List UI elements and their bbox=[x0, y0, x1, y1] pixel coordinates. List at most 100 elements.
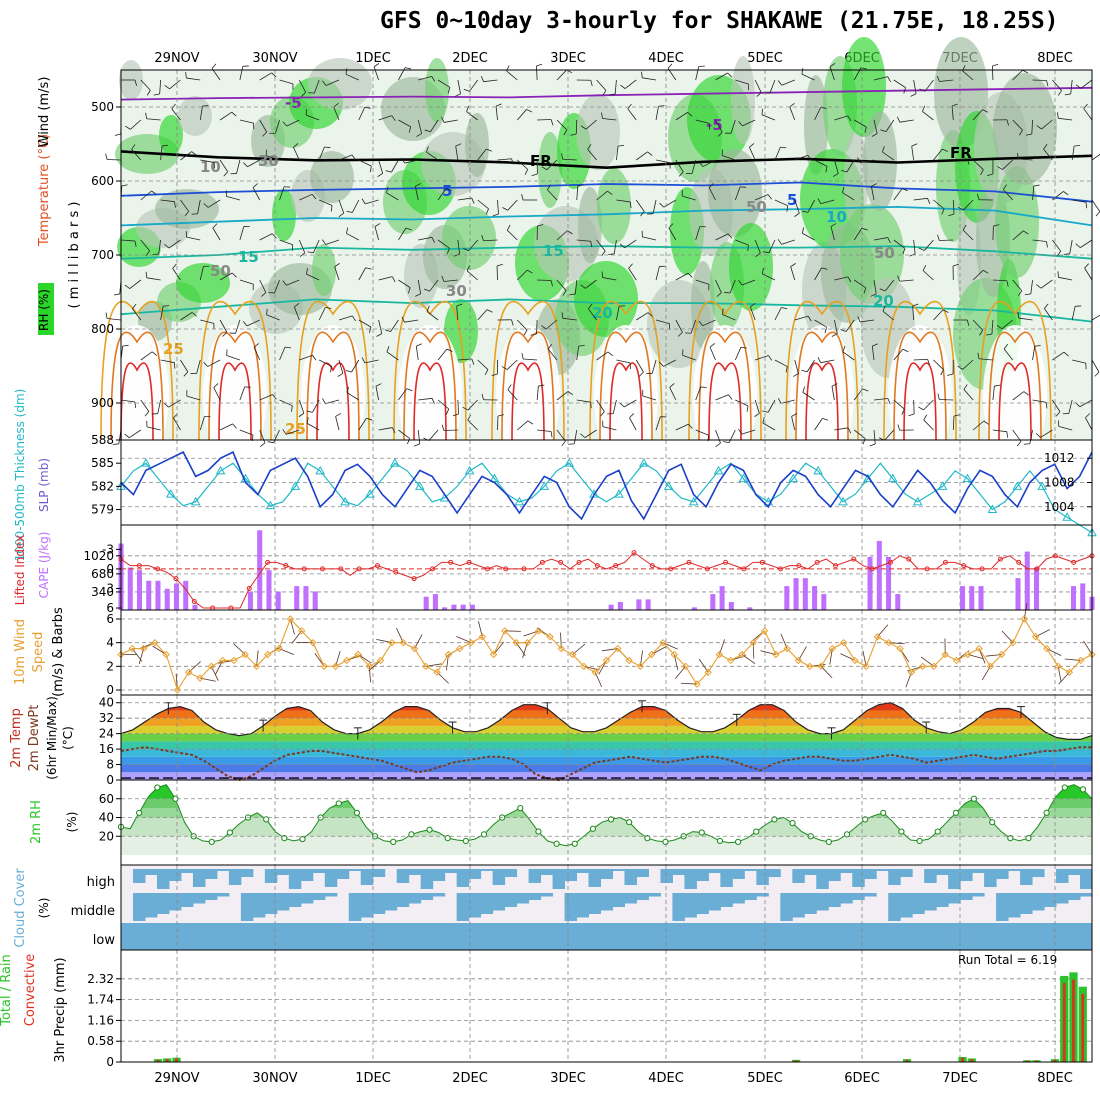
wind-barb bbox=[386, 346, 390, 353]
wind-barb bbox=[821, 267, 828, 270]
rh2m-marker bbox=[934, 828, 941, 835]
cloud-middle-bar bbox=[972, 893, 985, 897]
wind-barb bbox=[415, 346, 419, 361]
wind-barb bbox=[441, 116, 445, 123]
cloud-high-bar bbox=[792, 869, 805, 883]
wind-barb bbox=[825, 166, 828, 173]
date-label-bottom: 1DEC bbox=[355, 1071, 391, 1086]
cloud-high-bar bbox=[1020, 869, 1033, 885]
wind-barb bbox=[675, 112, 688, 121]
wind-barb bbox=[562, 158, 577, 161]
cloud-middle-bar bbox=[756, 893, 769, 897]
wind-barb bbox=[832, 173, 839, 177]
cape-bar bbox=[886, 556, 892, 610]
cloud-low-bar bbox=[528, 923, 542, 950]
wind-barb bbox=[180, 151, 192, 161]
wind-barb bbox=[655, 416, 661, 431]
minmax-axis-label: (6hr Min/Max) bbox=[45, 696, 59, 780]
wind-barb bbox=[584, 429, 597, 438]
contour-label: 30 bbox=[258, 152, 279, 170]
temp-band bbox=[121, 725, 1092, 734]
wind-barb bbox=[747, 244, 749, 252]
rh2m-marker bbox=[226, 829, 233, 836]
cloud-middle-bar bbox=[576, 893, 590, 918]
wind-barb bbox=[754, 239, 761, 254]
wind-barb bbox=[568, 443, 575, 445]
wind-barb bbox=[1057, 90, 1062, 96]
wind-barb bbox=[306, 268, 308, 275]
wind-speed-marker bbox=[704, 668, 712, 676]
wind-barb bbox=[239, 429, 254, 436]
wind-barb bbox=[793, 373, 799, 377]
cape-bar bbox=[719, 586, 725, 610]
wind-barb bbox=[695, 279, 710, 285]
wind-barb bbox=[831, 383, 838, 387]
date-label-bottom: 8DEC bbox=[1037, 1071, 1073, 1086]
cloud-high-bar bbox=[636, 869, 649, 877]
wind-barb bbox=[526, 109, 533, 113]
wind-barb bbox=[659, 361, 664, 367]
wind-barb bbox=[580, 433, 586, 438]
rh2m-marker bbox=[480, 831, 488, 838]
cape-bar bbox=[812, 586, 818, 610]
wind-barb bbox=[608, 253, 615, 255]
wind-barb bbox=[550, 119, 554, 126]
wind-barb-10m bbox=[493, 641, 504, 655]
rh2m-marker bbox=[916, 837, 923, 845]
temp-line bbox=[120, 702, 1093, 741]
wind-speed-marker bbox=[354, 650, 362, 659]
wind-barb bbox=[239, 279, 254, 285]
cloud-low-bar bbox=[588, 923, 602, 950]
contour-label: 25 bbox=[163, 340, 184, 358]
wind-barb bbox=[378, 159, 384, 174]
wind-barb bbox=[1016, 153, 1019, 160]
wind-barb bbox=[655, 319, 670, 325]
cloud-low-bar bbox=[336, 923, 350, 950]
wind-speed-marker bbox=[851, 656, 859, 665]
wind-barb bbox=[469, 79, 479, 92]
wind-barb bbox=[918, 406, 924, 411]
wind-barb bbox=[794, 154, 809, 161]
cloud-low-bar bbox=[1080, 923, 1093, 950]
wind-barb bbox=[972, 420, 985, 431]
wind-barb bbox=[913, 197, 928, 201]
wind-barb bbox=[853, 429, 866, 439]
wind-barb bbox=[820, 199, 835, 205]
dewpoint-line bbox=[120, 746, 1092, 782]
wind-speed-marker bbox=[1054, 662, 1062, 671]
wind-barb bbox=[457, 79, 461, 94]
wind-speed-marker bbox=[173, 686, 182, 694]
cloud-low-bar bbox=[204, 923, 218, 950]
cloud-high-bar bbox=[696, 869, 709, 881]
wind-barb bbox=[715, 119, 723, 133]
wind-barb bbox=[715, 233, 729, 241]
wind-barb bbox=[146, 426, 161, 431]
wind-barb bbox=[318, 359, 332, 367]
wind-barb bbox=[418, 397, 433, 401]
cloud-high-bar bbox=[240, 869, 254, 877]
wind-barb bbox=[620, 84, 626, 89]
thickness-marker bbox=[589, 489, 599, 498]
cape-bar bbox=[266, 570, 272, 610]
rh-contour-fill bbox=[995, 166, 1039, 278]
wind-barb bbox=[160, 199, 175, 203]
wind-barb bbox=[992, 279, 1007, 282]
wind-barb bbox=[374, 223, 381, 227]
wind-barb bbox=[635, 359, 644, 373]
cloud-low-bar bbox=[132, 923, 146, 950]
wind-barb bbox=[762, 417, 765, 424]
cape-bar bbox=[960, 586, 966, 610]
wind-barb bbox=[294, 303, 300, 308]
cape-bar bbox=[608, 604, 614, 610]
cloud-high-bar bbox=[336, 869, 350, 879]
cape-bar bbox=[423, 596, 429, 610]
cloud-low-bar bbox=[708, 923, 721, 950]
wind-barb bbox=[335, 413, 342, 417]
wind-barb bbox=[431, 398, 435, 404]
wind-barb bbox=[398, 429, 410, 439]
wind-barb bbox=[879, 288, 886, 292]
wind-barb bbox=[735, 79, 749, 85]
wind-barb bbox=[267, 441, 274, 444]
wind-barb bbox=[523, 329, 528, 336]
wind-barb bbox=[259, 429, 266, 444]
